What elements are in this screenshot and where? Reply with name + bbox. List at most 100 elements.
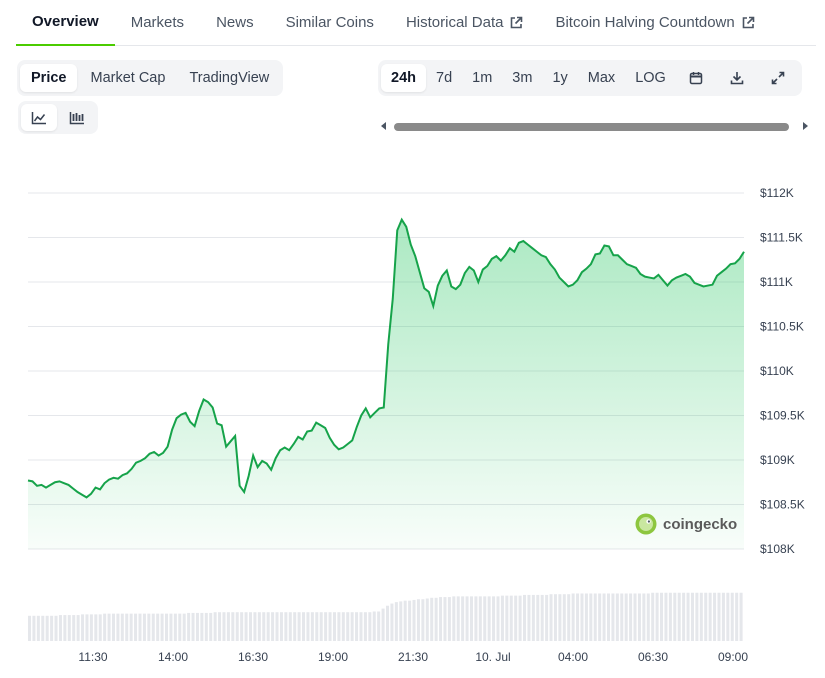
price-point <box>657 274 659 276</box>
volume-bar <box>213 612 217 641</box>
volume-bar <box>279 612 283 641</box>
price-point <box>401 219 403 221</box>
tab-bitcoin-halving-countdown[interactable]: Bitcoin Halving Countdown <box>539 0 770 46</box>
price-point <box>252 454 254 456</box>
price-point <box>148 453 150 455</box>
price-line <box>27 217 745 499</box>
price-point <box>311 429 313 431</box>
price-point <box>689 275 691 277</box>
y-axis-ticks: $112K $111.5K $111K $110.5K $110K $109.5K $109… <box>760 186 805 556</box>
volume-bar <box>319 612 323 641</box>
volume-bar <box>664 592 668 641</box>
price-point <box>360 414 362 416</box>
volume-bar <box>257 612 261 641</box>
tab-historical-data[interactable]: Historical Data <box>390 0 540 46</box>
price-point <box>72 487 74 489</box>
price-point <box>414 255 416 257</box>
tab-similar-coins[interactable]: Similar Coins <box>270 0 390 46</box>
log-scale-button[interactable]: LOG <box>635 70 666 86</box>
tab-news-label: News <box>216 14 254 31</box>
range-24h-button[interactable]: 24h <box>381 64 426 92</box>
tab-overview[interactable]: Overview <box>16 0 115 46</box>
range-1y-button[interactable]: 1y <box>552 70 568 86</box>
price-point <box>617 254 619 256</box>
volume-bar <box>443 597 447 641</box>
volume-bar <box>28 615 32 641</box>
volume-bar <box>439 597 443 641</box>
volume-bar <box>142 613 146 641</box>
fullscreen-button[interactable] <box>758 64 799 92</box>
volume-bar <box>735 592 739 641</box>
tradingview-button[interactable]: TradingView <box>189 70 270 86</box>
line-chart-button[interactable] <box>21 104 57 131</box>
price-point <box>333 444 335 446</box>
candlestick-chart-button[interactable] <box>59 104 95 131</box>
chart-scrollbar-thumb[interactable] <box>394 123 789 131</box>
tab-markets[interactable]: Markets <box>115 0 200 46</box>
price-point <box>31 480 33 482</box>
x-tick-label: 11:30 <box>78 650 107 664</box>
volume-bar <box>474 596 478 641</box>
volume-bar <box>36 615 40 641</box>
volume-bar <box>615 593 619 641</box>
external-link-icon <box>511 16 523 28</box>
price-point <box>153 451 155 453</box>
y-tick-label: $109.5K <box>760 409 805 423</box>
volume-bar <box>253 612 257 641</box>
price-point <box>67 484 69 486</box>
volume-bar <box>89 614 93 641</box>
price-point <box>234 435 236 437</box>
price-point <box>207 401 209 403</box>
range-max-button[interactable]: Max <box>587 70 616 86</box>
volume-bar <box>434 597 438 641</box>
price-point <box>180 413 182 415</box>
date-picker-button[interactable] <box>676 64 717 92</box>
volume-bar <box>726 592 730 641</box>
volume-bar <box>695 592 699 641</box>
scroll-left-arrow[interactable] <box>381 122 386 130</box>
y-tick-label: $109K <box>760 453 795 467</box>
volume-bar <box>377 611 381 641</box>
market-cap-button[interactable]: Market Cap <box>90 70 166 86</box>
coingecko-watermark: coingecko <box>635 512 737 536</box>
tab-similar-coins-label: Similar Coins <box>285 14 374 31</box>
download-button[interactable] <box>717 64 758 92</box>
price-point <box>45 486 47 488</box>
price-point <box>292 443 294 445</box>
price-point <box>482 268 484 270</box>
range-1m-button[interactable]: 1m <box>472 70 493 86</box>
volume-bar <box>589 593 593 641</box>
range-3m-button[interactable]: 3m <box>512 70 533 86</box>
volume-bar <box>271 612 275 641</box>
price-point <box>274 457 276 459</box>
volume-bar <box>500 595 504 641</box>
price-point <box>491 258 493 260</box>
price-point <box>27 479 29 481</box>
range-7d-button[interactable]: 7d <box>436 70 453 86</box>
volume-bar <box>642 593 646 641</box>
volume-bar <box>553 594 557 641</box>
volume-bar <box>160 613 164 641</box>
volume-bar <box>651 592 655 641</box>
price-point <box>85 496 87 498</box>
calendar-icon <box>690 72 703 85</box>
volume-bar <box>178 613 182 641</box>
x-tick-label: 10. Jul <box>475 650 510 664</box>
price-point <box>626 263 628 265</box>
volume-bar <box>531 594 535 641</box>
tab-news[interactable]: News <box>200 0 270 46</box>
price-point <box>356 426 358 428</box>
price-point <box>247 475 249 477</box>
price-point <box>545 256 547 258</box>
volume-bar <box>421 599 425 641</box>
volume-bar <box>584 593 588 641</box>
price-point <box>329 437 331 439</box>
y-tick-label: $108.5K <box>760 498 805 512</box>
price-point <box>711 283 713 285</box>
volume-bar <box>611 593 615 641</box>
scroll-right-arrow[interactable] <box>803 122 808 130</box>
price-point <box>432 305 434 307</box>
volume-bar <box>41 615 45 641</box>
price-button[interactable]: Price <box>20 64 78 92</box>
